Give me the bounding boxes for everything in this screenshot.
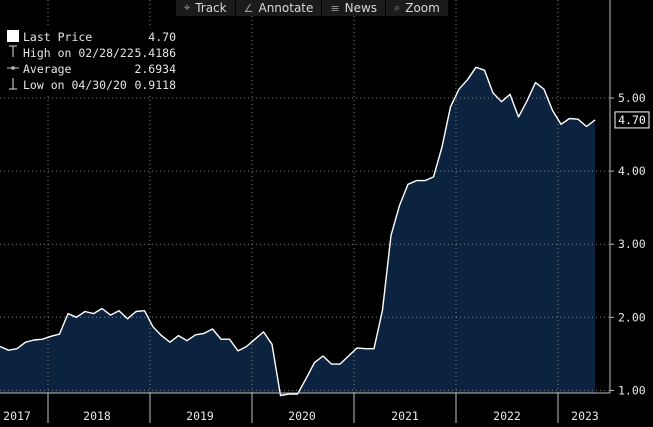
y-tick-label-5.00: 5.00 [618, 91, 646, 105]
chart-toolbar: ⌖ Track ∠ Annotate ≡ News ⌕ Zoom [176, 0, 449, 16]
white-square-icon [7, 30, 19, 42]
high-marker-icon [9, 45, 17, 57]
y-tick-label-4.00: 4.00 [618, 164, 646, 178]
legend-last-price-label: Last Price [23, 30, 93, 44]
legend-high-label: High on 02/28/22 [23, 46, 134, 60]
y-tick-label-2.00: 2.00 [618, 310, 646, 324]
track-label: Track [195, 1, 227, 15]
zoom-button[interactable]: ⌕ Zoom [386, 0, 449, 16]
legend-row-last-price[interactable]: Last Price 4.70 [0, 28, 178, 44]
legend-row-average[interactable]: Average 2.6934 [0, 60, 178, 76]
legend-row-high[interactable]: High on 02/28/22 5.4186 [0, 44, 178, 60]
legend-row-low[interactable]: Low on 04/30/20 0.9118 [0, 76, 178, 92]
last-price-tag-label: 4.70 [618, 113, 646, 127]
news-icon: ≡ [330, 1, 340, 15]
legend-low-label: Low on 04/30/20 [23, 78, 127, 92]
y-tick-label-1.00: 1.00 [618, 383, 646, 397]
series-line [0, 66, 596, 397]
zoom-label: Zoom [405, 1, 440, 15]
x-tick-label-2019: 2019 [186, 409, 214, 423]
magnifier-icon: ⌕ [394, 1, 401, 14]
last-price-tag [614, 111, 650, 129]
legend-low-value: 0.9118 [134, 78, 176, 92]
news-label: News [344, 1, 378, 15]
x-tick-label-2020: 2020 [288, 409, 316, 423]
chart-legend: Last Price 4.70 High on 02/28/22 5.4186 … [0, 27, 178, 95]
low-marker-icon [9, 78, 17, 90]
legend-high-value: 5.4186 [134, 46, 176, 60]
x-tick-label-2022: 2022 [493, 409, 521, 423]
pencil-icon: ∠ [243, 1, 254, 15]
annotate-label: Annotate [258, 1, 314, 15]
x-tick-label-2017: 2017 [3, 409, 31, 423]
x-tick-label-2021: 2021 [391, 409, 419, 423]
series-area-fill [0, 67, 595, 396]
x-tick-label-2023: 2023 [571, 409, 599, 423]
y-tick-label-3.00: 3.00 [618, 237, 646, 251]
legend-average-value: 2.6934 [134, 62, 176, 76]
x-tick-label-2018: 2018 [83, 409, 111, 423]
crosshair-icon: ⌖ [184, 1, 191, 14]
news-button[interactable]: ≡ News [322, 0, 387, 16]
annotate-button[interactable]: ∠ Annotate [236, 0, 323, 16]
track-button[interactable]: ⌖ Track [176, 0, 236, 16]
average-marker-icon [7, 66, 19, 70]
legend-average-label: Average [23, 62, 72, 76]
legend-last-price-value: 4.70 [148, 30, 176, 44]
